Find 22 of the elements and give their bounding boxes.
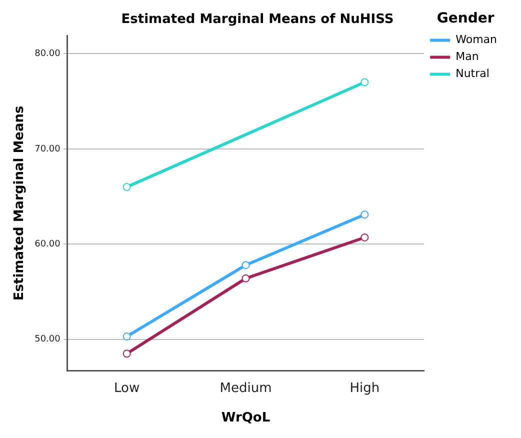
point [360, 78, 369, 86]
x-axis-title: WrQoL [221, 410, 270, 426]
point [122, 350, 131, 358]
legend-label: Man [456, 50, 479, 64]
legend-label: Woman [456, 33, 498, 46]
point [242, 274, 250, 282]
y-axis-title: Estimated Marginal Means [12, 106, 28, 301]
point [122, 332, 131, 341]
y-tick-label: 60.00 [34, 239, 61, 250]
point [360, 233, 369, 242]
legend-title: Gender [436, 10, 494, 27]
x-tick-label: High [350, 380, 380, 396]
y-tick-label: 80.00 [34, 49, 61, 60]
chart-title: Estimated Marginal Means of NuHISS [121, 12, 394, 28]
x-tick-label: Low [114, 380, 140, 396]
legend-label: Nutral [456, 67, 490, 80]
x-tick-label: Medium [220, 380, 272, 396]
point [360, 210, 369, 219]
point [122, 183, 131, 192]
y-tick-label: 50.00 [34, 334, 61, 345]
y-tick-label: 70.00 [34, 144, 61, 154]
point [242, 261, 250, 270]
